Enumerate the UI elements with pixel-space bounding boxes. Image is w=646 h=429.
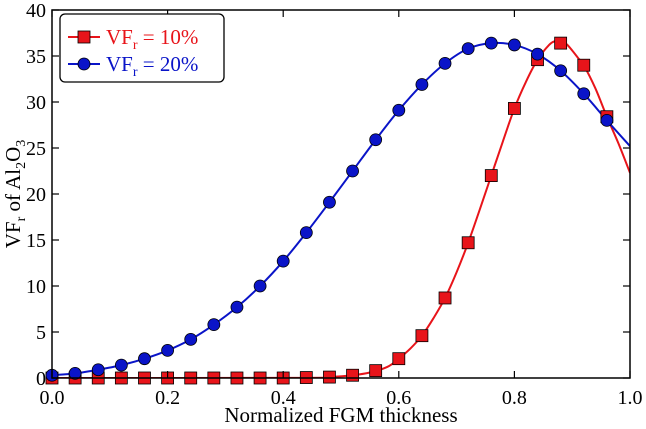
data-point	[323, 370, 336, 384]
y-tick-label: 25	[26, 138, 46, 160]
data-point	[276, 254, 290, 268]
x-axis-label: Normalized FGM thickness	[224, 403, 457, 427]
data-point	[369, 133, 383, 147]
data-point	[230, 300, 244, 314]
legend-label-10-sub: r	[133, 38, 138, 53]
y-tick-label: 0	[36, 368, 46, 390]
data-point	[114, 358, 128, 372]
y-axis-label-sub2: 2	[14, 162, 29, 169]
data-point	[253, 279, 267, 293]
y-tick-label: 5	[36, 322, 46, 344]
y-tick-label: 40	[26, 0, 46, 22]
data-point	[577, 58, 591, 72]
data-point	[299, 226, 313, 240]
x-tick-label: 0.0	[40, 387, 65, 409]
data-point	[461, 42, 475, 56]
axis-ticks	[51, 9, 631, 379]
y-tick-label: 35	[26, 46, 46, 68]
x-tick-label: 0.4	[271, 387, 296, 409]
legend-label-10-rest: = 10%	[138, 25, 199, 49]
data-point	[323, 195, 336, 209]
y-axis-label-sub: r	[14, 216, 29, 221]
data-point	[438, 56, 452, 70]
y-tick-label: 20	[26, 184, 46, 206]
legend-label-20-sub: r	[133, 65, 138, 80]
data-point	[415, 78, 429, 91]
data-point	[91, 363, 105, 377]
legend-label-20: VFr = 20%	[106, 52, 198, 80]
data-point	[415, 329, 429, 343]
series-markers	[45, 36, 614, 385]
legend: VFr = 10% VFr = 20%	[59, 13, 225, 83]
y-axis-label: VFr of Al2O3	[1, 140, 29, 249]
legend-label-20-main: VF	[106, 52, 133, 76]
data-point	[600, 114, 614, 127]
legend-marker-10	[77, 30, 91, 44]
tick-labels: 0.0 0.2 0.4 0.6 0.8 1.0 0 5 10 15 20 25 30 35 40	[26, 0, 643, 409]
y-tick-label: 10	[26, 276, 46, 298]
series-line-0	[52, 39, 630, 378]
y-axis-label-sub3: 3	[14, 140, 29, 147]
data-point	[346, 164, 359, 178]
data-point	[461, 236, 475, 250]
data-point	[554, 64, 568, 78]
series-line-1	[52, 41, 630, 377]
data-point	[507, 102, 521, 115]
data-point	[369, 364, 383, 378]
data-point	[392, 103, 406, 117]
y-axis-label-mid2: O	[1, 147, 25, 162]
data-point	[508, 38, 521, 52]
data-point	[184, 332, 198, 346]
data-point	[138, 352, 151, 366]
data-point	[438, 291, 452, 305]
data-point	[161, 343, 175, 357]
data-point	[531, 47, 544, 61]
data-point	[68, 366, 82, 380]
data-point	[346, 368, 359, 382]
legend-label-20-rest: = 20%	[138, 52, 199, 76]
x-tick-label: 0.6	[386, 387, 411, 409]
data-point	[554, 36, 568, 50]
legend-label-10-main: VF	[106, 25, 133, 49]
y-tick-label: 15	[26, 230, 46, 252]
y-axis-label-mid: of Al	[1, 169, 25, 217]
y-axis-label-main: VF	[1, 221, 25, 248]
data-point	[577, 87, 591, 101]
series-lines	[52, 39, 630, 378]
data-point	[392, 352, 406, 366]
data-point	[484, 36, 498, 50]
legend-box	[59, 13, 225, 83]
legend-label-10: VFr = 10%	[106, 25, 198, 53]
legend-marker-20	[77, 57, 91, 71]
x-tick-label: 0.2	[155, 387, 180, 409]
data-point	[484, 169, 498, 183]
y-tick-label: 30	[26, 92, 46, 114]
x-tick-label: 0.8	[502, 387, 527, 409]
x-tick-label: 1.0	[618, 387, 643, 409]
data-point	[207, 318, 221, 332]
